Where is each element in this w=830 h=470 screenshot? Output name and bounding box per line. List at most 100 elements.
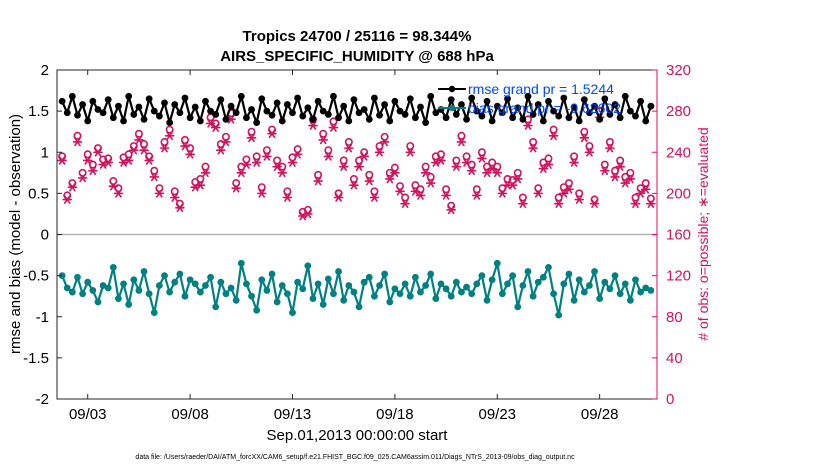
obs-possible-point xyxy=(457,131,466,140)
bias-point xyxy=(575,276,583,284)
bias-point xyxy=(258,276,266,284)
bias-point xyxy=(155,282,163,289)
y-right-tick-label: 240 xyxy=(666,144,691,161)
obs-evaluated-point xyxy=(323,152,334,161)
rmse-point xyxy=(498,109,506,117)
obs-possible-point xyxy=(355,156,364,165)
rmse-point xyxy=(330,92,337,100)
rmse-point xyxy=(550,107,557,115)
obs-evaluated-point xyxy=(477,154,487,163)
rmse-point xyxy=(248,106,255,113)
rmse-point xyxy=(207,107,214,115)
rmse-point xyxy=(125,92,133,100)
obs-possible-point xyxy=(406,142,415,151)
chart-title-line2: AIRS_SPECIFIC_HUMIDITY @ 688 hPa xyxy=(220,48,494,65)
rmse-point xyxy=(237,92,245,100)
obs-evaluated-point xyxy=(384,174,395,184)
obs-possible-point xyxy=(570,152,579,161)
rmse-point xyxy=(452,111,460,118)
bias-point xyxy=(150,309,158,317)
bias-point xyxy=(637,288,645,296)
obs-evaluated-point xyxy=(569,158,579,167)
obs-evaluated-point xyxy=(599,166,610,176)
rmse-point xyxy=(401,111,409,118)
obs-evaluated-point xyxy=(93,147,103,157)
rmse-point xyxy=(626,107,634,115)
y-right-tick-label: 0 xyxy=(666,391,674,408)
rmse-point xyxy=(601,95,609,103)
obs-evaluated-point xyxy=(543,160,554,169)
obs-evaluated-point xyxy=(507,180,518,190)
bias-point xyxy=(626,296,634,304)
rmse-point xyxy=(161,99,168,107)
rmse-point xyxy=(524,92,532,100)
obs-evaluated-point xyxy=(164,131,175,141)
legend: rmse grand pr = 1.5244 bias grand pr = -… xyxy=(438,81,621,116)
rmse-point xyxy=(365,115,373,123)
x-tick-label: 09/23 xyxy=(478,406,516,423)
legend-bias-marker xyxy=(448,104,456,112)
obs-evaluated-point xyxy=(646,199,656,208)
obs-possible-point xyxy=(349,174,358,183)
rmse-point xyxy=(63,109,71,117)
obs-possible-point xyxy=(319,129,328,138)
bias-point xyxy=(642,284,650,292)
obs-possible-point xyxy=(544,154,553,163)
obs-evaluated-point xyxy=(57,156,67,165)
bias-point xyxy=(488,276,496,284)
rmse-point xyxy=(89,97,97,105)
obs-evaluated-point xyxy=(584,147,595,157)
obs-possible-point xyxy=(585,142,594,151)
obs-evaluated-point xyxy=(338,162,349,171)
obs-possible-point xyxy=(477,148,486,157)
bias-point xyxy=(166,288,174,296)
obs-possible-point xyxy=(436,150,445,159)
y-tick-label: 2 xyxy=(41,62,49,79)
rmse-point xyxy=(555,112,563,120)
bias-point xyxy=(586,282,593,289)
obs-possible-point xyxy=(641,179,650,188)
rmse-point xyxy=(493,102,501,110)
bias-point xyxy=(94,298,102,306)
rmse-point xyxy=(258,95,266,103)
obs-evaluated-point xyxy=(528,143,538,153)
bias-point xyxy=(299,285,307,293)
bias-point xyxy=(309,295,317,303)
y-tick-label: -1 xyxy=(36,309,49,326)
obs-possible-point xyxy=(252,152,261,161)
obs-evaluated-point xyxy=(246,133,257,143)
obs-possible-point xyxy=(365,170,374,179)
legend-rmse-marker xyxy=(448,85,456,93)
obs-evaluated-point xyxy=(492,168,503,178)
obs-possible-point xyxy=(513,168,522,177)
y-right-tick-label: 40 xyxy=(666,350,683,367)
rmse-point xyxy=(212,111,220,118)
rmse-point xyxy=(99,109,107,117)
bias-point xyxy=(283,290,291,298)
bias-point xyxy=(161,272,168,280)
rmse-point xyxy=(422,119,430,127)
bias-point xyxy=(115,295,122,303)
rmse-point xyxy=(406,95,414,103)
bias-point xyxy=(196,288,204,296)
rmse-point xyxy=(294,94,302,102)
obs-possible-point xyxy=(401,193,410,202)
y-tick-label: 0.5 xyxy=(28,185,49,202)
rmse-point xyxy=(391,97,399,105)
obs-evaluated-point xyxy=(379,137,390,147)
rmse-point xyxy=(463,115,470,123)
obs-evaluated-point xyxy=(88,166,98,176)
rmse-point xyxy=(196,117,204,125)
bias-point xyxy=(432,295,440,303)
obs-possible-point xyxy=(611,166,620,175)
obs-possible-point xyxy=(529,137,538,146)
bias-point xyxy=(289,309,296,317)
obs-possible-point xyxy=(508,176,517,185)
bias-point xyxy=(130,276,138,284)
obs-evaluated-point xyxy=(364,176,375,186)
rmse-point xyxy=(621,92,629,100)
obs-possible-point xyxy=(314,170,323,179)
obs-evaluated-point xyxy=(405,147,416,157)
obs-evaluated-point xyxy=(231,183,241,193)
obs-evaluated-point xyxy=(436,156,446,165)
